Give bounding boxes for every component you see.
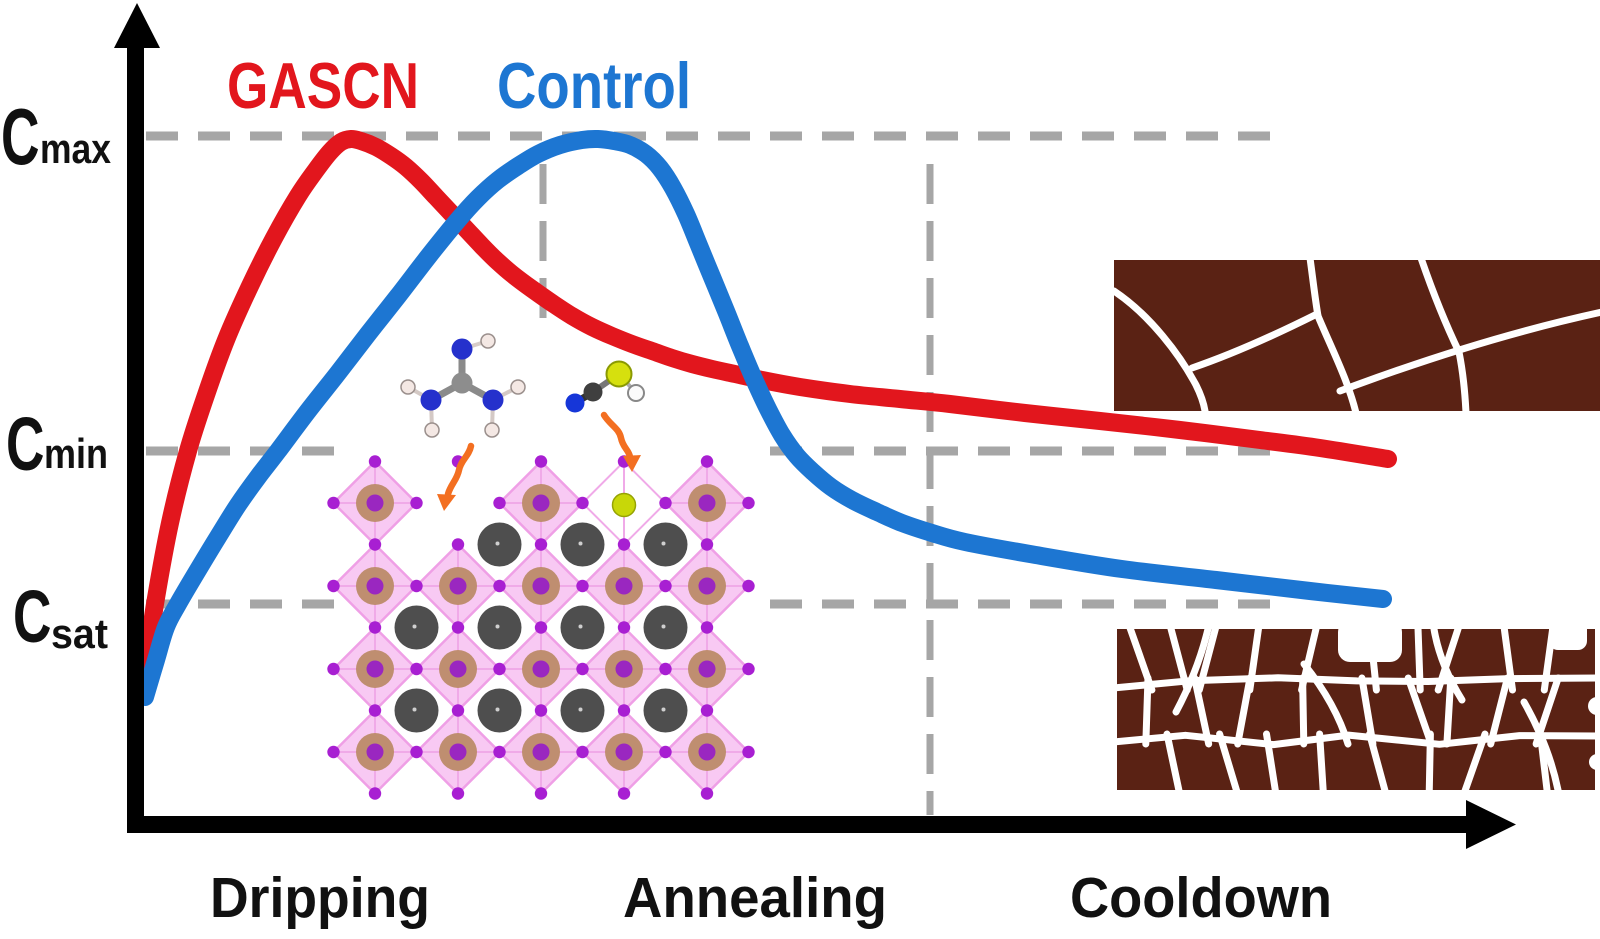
svg-text:Control: Control	[497, 49, 691, 122]
svg-text:min: min	[44, 430, 108, 477]
svg-text:max: max	[40, 125, 112, 172]
svg-text:C: C	[13, 575, 51, 658]
svg-text:GASCN: GASCN	[227, 49, 419, 122]
svg-text:C: C	[1, 92, 40, 181]
svg-text:Dripping: Dripping	[210, 866, 430, 930]
svg-text:Cooldown: Cooldown	[1070, 866, 1332, 930]
svg-text:C: C	[6, 402, 44, 486]
svg-text:Annealing: Annealing	[623, 866, 887, 930]
svg-text:sat: sat	[51, 610, 108, 657]
